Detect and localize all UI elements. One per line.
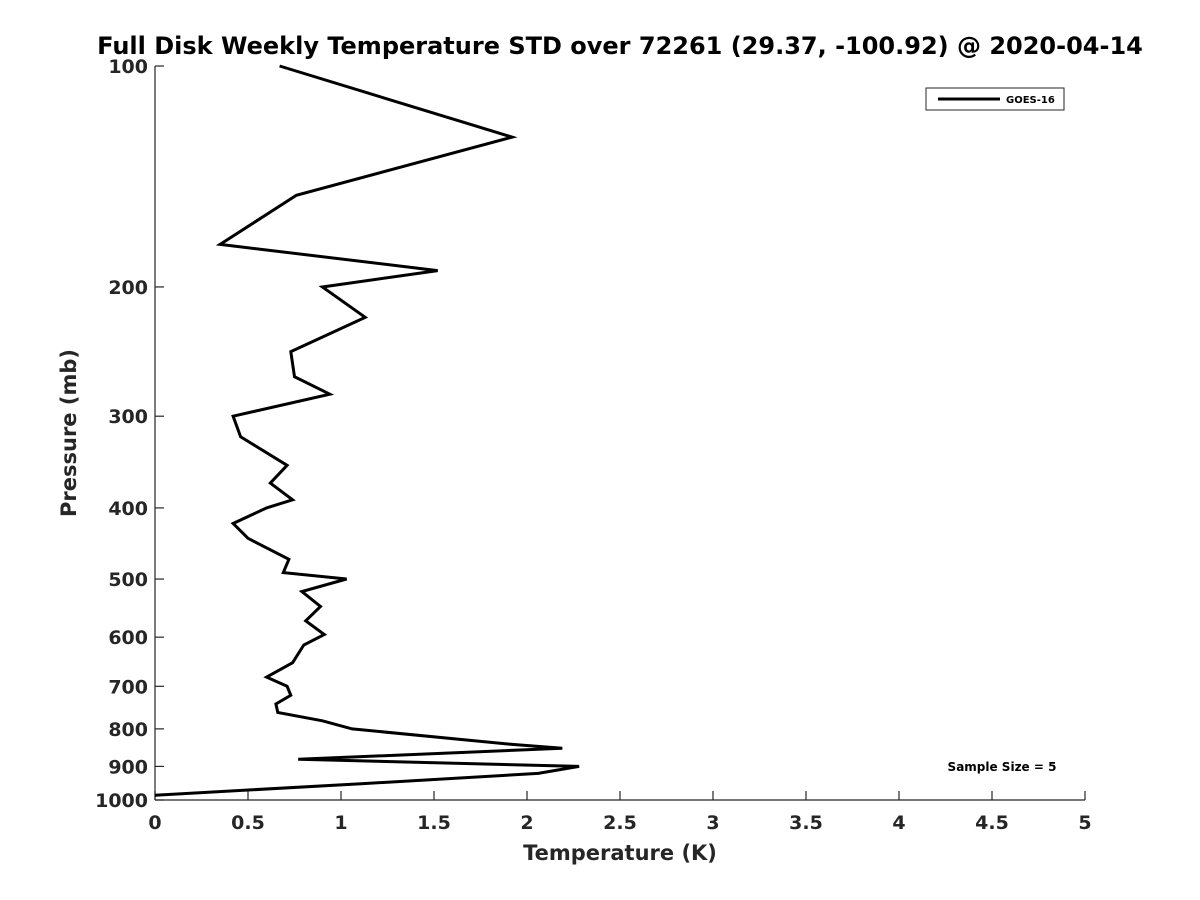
y-tick-label: 300 [108, 406, 148, 428]
y-tick-label: 400 [108, 498, 148, 520]
x-axis-ticks: 0 0.5 1 1.5 2 2.5 3 3.5 4 4.5 5 [148, 791, 1092, 834]
x-tick-label: 1.5 [417, 812, 451, 834]
y-tick-label: 200 [108, 277, 148, 299]
chart-title: Full Disk Weekly Temperature STD over 72… [97, 32, 1143, 60]
x-tick-label: 2.5 [603, 812, 637, 834]
series-layer [154, 64, 580, 797]
x-tick-label: 0.5 [231, 812, 265, 834]
legend-label-goes-16: GOES-16 [1006, 95, 1055, 106]
x-tick-label: 3.5 [789, 812, 823, 834]
plot-area: 0 0.5 1 1.5 2 2.5 3 3.5 4 4.5 5 100 200 300 400 500 600… [95, 56, 1092, 834]
legend: GOES-16 [925, 87, 1065, 111]
y-tick-label: 600 [108, 627, 148, 649]
x-tick-label: 0 [148, 812, 161, 834]
x-tick-label: 2 [520, 812, 533, 834]
x-tick-label: 5 [1078, 812, 1091, 834]
x-tick-label: 1 [334, 812, 347, 834]
y-axis-ticks: 100 200 300 400 500 600 700 800 900 1000 [95, 56, 164, 812]
y-axis-label: Pressure (mb) [57, 349, 81, 517]
y-tick-label: 100 [108, 56, 148, 78]
y-tick-label: 900 [108, 756, 148, 778]
series-line-goes-16 [154, 64, 580, 797]
y-tick-label: 1000 [95, 790, 148, 812]
x-tick-label: 4.5 [975, 812, 1009, 834]
sample-size-annotation: Sample Size = 5 [948, 760, 1057, 774]
y-tick-label: 500 [108, 569, 148, 591]
y-tick-label: 700 [108, 676, 148, 698]
x-tick-label: 3 [706, 812, 719, 834]
y-tick-label: 800 [108, 719, 148, 741]
x-axis-label: Temperature (K) [523, 841, 717, 865]
x-tick-label: 4 [892, 812, 905, 834]
